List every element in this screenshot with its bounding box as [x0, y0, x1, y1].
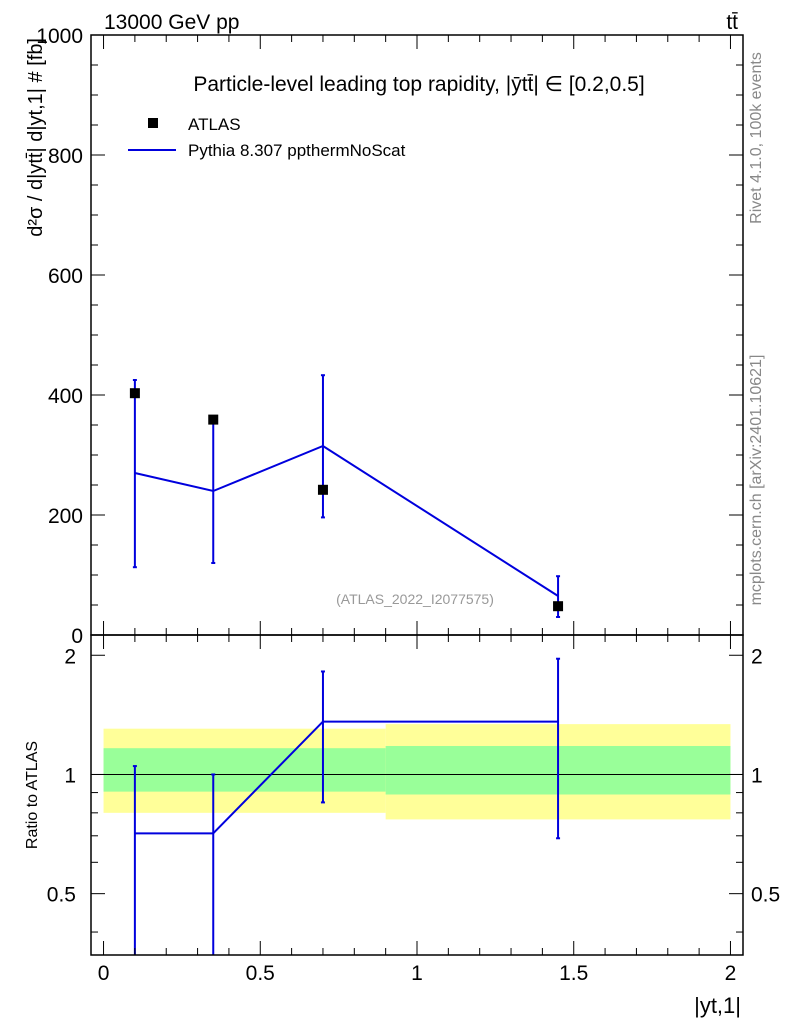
main-y-tick-label: 800 — [48, 145, 83, 168]
main-y-tick-label: 0 — [71, 625, 83, 648]
atlas-point-3 — [553, 601, 564, 612]
legend-atlas-label: ATLAS — [188, 115, 241, 134]
mcplots-label: mcplots.cern.ch [arXiv:2401.10621] — [748, 355, 765, 606]
main-y-tick-label: 1000 — [36, 25, 83, 48]
ratio-y-tick-label: 2 — [64, 645, 76, 668]
main-y-tick-label: 200 — [48, 505, 83, 528]
legend-pythia-label: Pythia 8.307 ppthermNoScat — [188, 141, 406, 160]
ratio-y-tick-label-right: 2 — [751, 645, 763, 668]
atlas-point-1 — [208, 414, 219, 425]
ratio-link — [212, 720, 324, 835]
pythia-line — [134, 444, 559, 597]
main-y-axis-title: d²σ / d|ytt̄| d|yt,1| # [fb] — [25, 38, 47, 237]
main-y-tick-label: 600 — [48, 265, 83, 288]
legend-atlas-marker — [148, 118, 158, 128]
ratio-y-tick-label-right: 1 — [751, 764, 763, 787]
header-process: 13000 GeV pp — [104, 11, 239, 34]
main-y-tick-label: 400 — [48, 385, 83, 408]
ratio-y-tick-label-right: 0.5 — [751, 884, 780, 907]
ratio-y-tick-label: 0.5 — [47, 884, 76, 907]
x-axis-title: |yt,1| — [694, 993, 741, 1018]
header-ttbar: tt̄ — [726, 11, 738, 34]
ratio-inner-band-0 — [103, 748, 386, 792]
plot-title: Particle-level leading top rapidity, |ȳt… — [193, 73, 644, 96]
rivet-label: Rivet 4.1.0, 100k events — [748, 52, 765, 224]
atlas-point-2 — [317, 484, 328, 495]
ratio-y-axis-title: Ratio to ATLAS — [24, 741, 41, 849]
x-tick-label: 1.5 — [559, 962, 588, 985]
analysis-id: (ATLAS_2022_I2077575) — [336, 591, 494, 607]
x-tick-label: 2 — [725, 962, 737, 985]
x-tick-label: 1 — [411, 962, 423, 985]
ratio-y-tick-label: 1 — [64, 764, 76, 787]
x-tick-label: 0.5 — [246, 962, 275, 985]
x-tick-label: 0 — [98, 962, 110, 985]
atlas-point-0 — [129, 388, 140, 399]
